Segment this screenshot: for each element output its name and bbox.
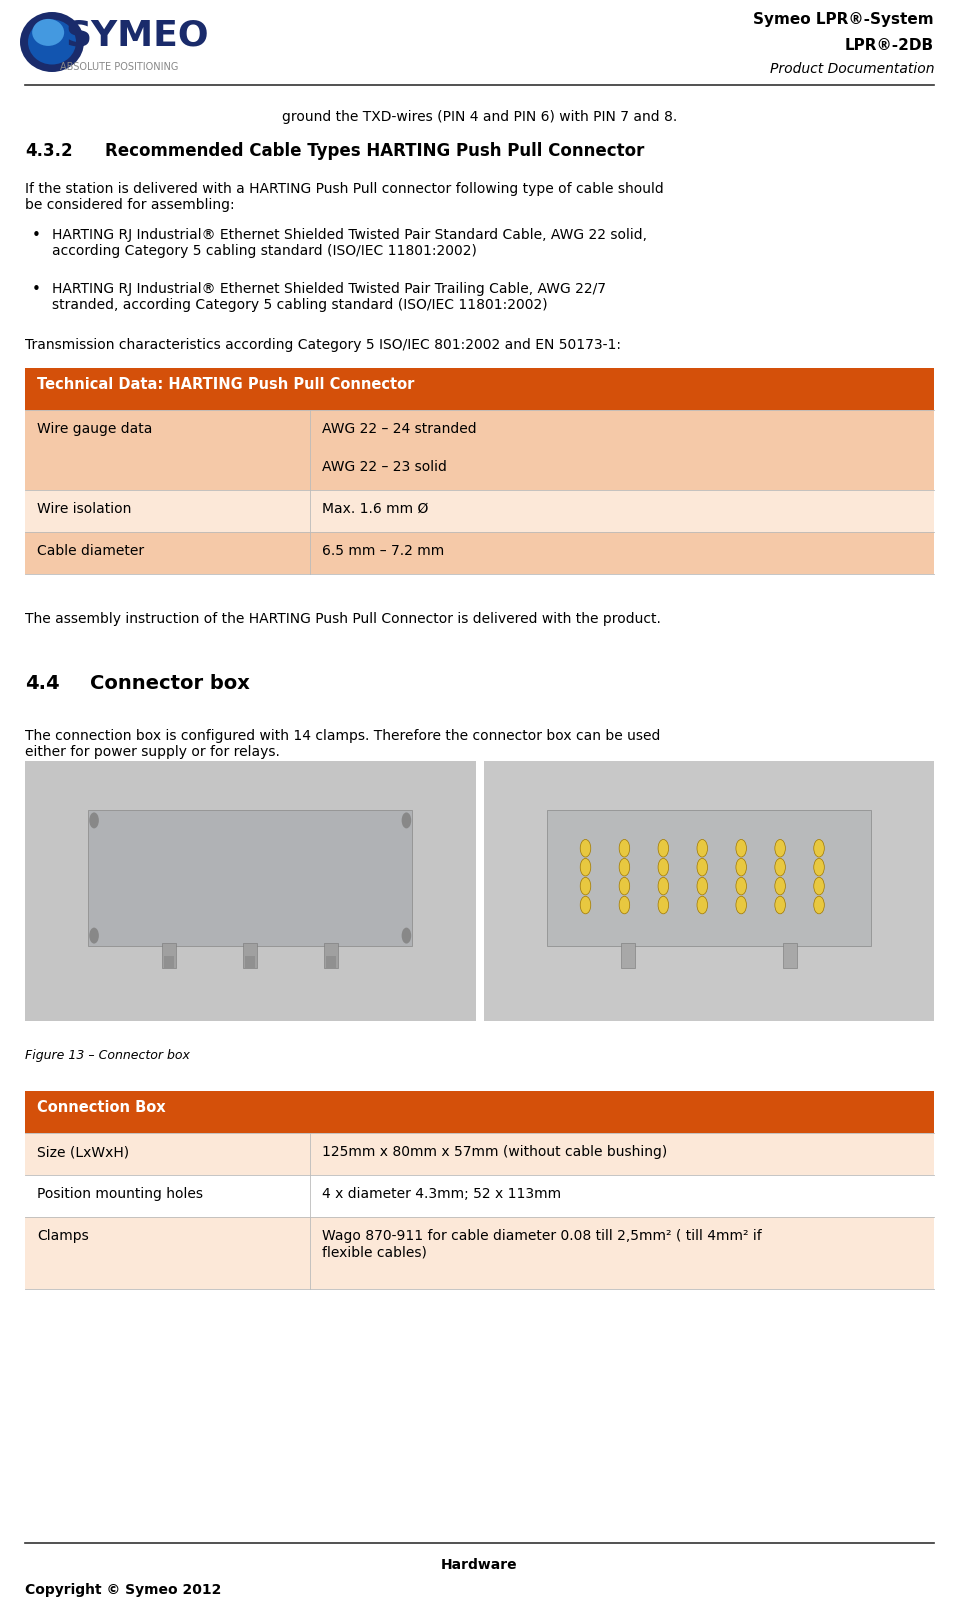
Text: 6.5 mm – 7.2 mm: 6.5 mm – 7.2 mm [322,543,444,558]
Text: Symeo LPR®-System: Symeo LPR®-System [754,13,934,27]
Text: HARTING RJ Industrial® Ethernet Shielded Twisted Pair Trailing Cable, AWG 22/7
s: HARTING RJ Industrial® Ethernet Shielded… [52,281,606,312]
Text: •: • [32,229,41,243]
Text: Figure 13 – Connector box: Figure 13 – Connector box [25,1048,190,1063]
Text: Size (LxWxH): Size (LxWxH) [37,1146,129,1159]
Text: Max. 1.6 mm Ø: Max. 1.6 mm Ø [322,502,429,516]
Text: Recommended Cable Types HARTING Push Pull Connector: Recommended Cable Types HARTING Push Pul… [105,142,644,160]
Text: Hardware: Hardware [441,1558,518,1572]
Text: Wago 870-911 for cable diameter 0.08 till 2,5mm² ( till 4mm² if
flexible cables): Wago 870-911 for cable diameter 0.08 til… [322,1229,761,1259]
Text: Wire gauge data: Wire gauge data [37,422,152,436]
Text: If the station is delivered with a HARTING Push Pull connector following type of: If the station is delivered with a HARTI… [25,182,664,213]
Text: SYMEO: SYMEO [65,18,209,53]
Text: Transmission characteristics according Category 5 ISO/IEC 801:2002 and EN 50173-: Transmission characteristics according C… [25,339,621,352]
Text: Position mounting holes: Position mounting holes [37,1187,203,1202]
Text: Connection Box: Connection Box [37,1099,166,1115]
Text: 4 x diameter 4.3mm; 52 x 113mm: 4 x diameter 4.3mm; 52 x 113mm [322,1187,561,1202]
Text: Cable diameter: Cable diameter [37,543,144,558]
Text: 125mm x 80mm x 57mm (without cable bushing): 125mm x 80mm x 57mm (without cable bushi… [322,1146,667,1159]
Text: AWG 22 – 23 solid: AWG 22 – 23 solid [322,460,447,475]
Text: Connector box: Connector box [90,674,250,694]
Text: ABSOLUTE POSITIONING: ABSOLUTE POSITIONING [60,62,178,72]
Text: Product Documentation: Product Documentation [769,62,934,77]
Text: 4.3.2: 4.3.2 [25,142,73,160]
Text: •: • [32,281,41,297]
Text: Technical Data: HARTING Push Pull Connector: Technical Data: HARTING Push Pull Connec… [37,377,414,392]
Text: LPR®-2DB: LPR®-2DB [845,38,934,53]
Text: The assembly instruction of the HARTING Push Pull Connector is delivered with th: The assembly instruction of the HARTING … [25,612,661,626]
Text: Clamps: Clamps [37,1229,89,1243]
Text: HARTING RJ Industrial® Ethernet Shielded Twisted Pair Standard Cable, AWG 22 sol: HARTING RJ Industrial® Ethernet Shielded… [52,229,647,259]
Text: Copyright © Symeo 2012: Copyright © Symeo 2012 [25,1584,222,1596]
Text: 4.4: 4.4 [25,674,59,694]
Text: ground the TXD-wires (PIN 4 and PIN 6) with PIN 7 and 8.: ground the TXD-wires (PIN 4 and PIN 6) w… [282,110,677,125]
Text: AWG 22 – 24 stranded: AWG 22 – 24 stranded [322,422,477,436]
Text: Wire isolation: Wire isolation [37,502,131,516]
Text: The connection box is configured with 14 clamps. Therefore the connector box can: The connection box is configured with 14… [25,729,661,759]
